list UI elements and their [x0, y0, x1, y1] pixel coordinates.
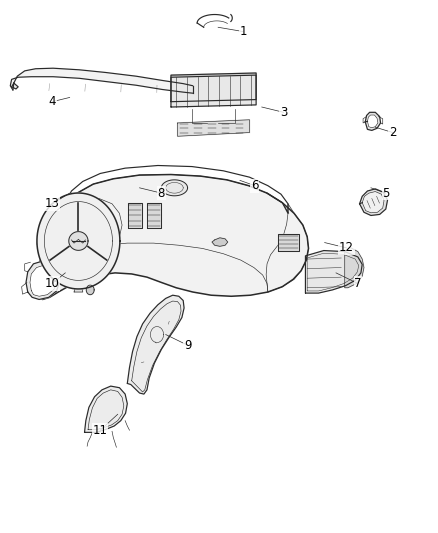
Text: 6: 6 [251, 179, 258, 192]
Text: 9: 9 [184, 338, 191, 352]
Polygon shape [35, 174, 308, 300]
Polygon shape [365, 112, 381, 131]
Polygon shape [86, 285, 94, 295]
Polygon shape [266, 204, 308, 292]
Polygon shape [177, 120, 250, 136]
Polygon shape [345, 247, 364, 288]
Polygon shape [69, 232, 88, 251]
Polygon shape [161, 180, 187, 196]
Polygon shape [26, 261, 60, 300]
Text: 8: 8 [158, 187, 165, 200]
Text: 12: 12 [339, 241, 354, 254]
Text: 5: 5 [382, 187, 389, 200]
Text: 3: 3 [280, 106, 287, 119]
Polygon shape [37, 193, 120, 289]
Polygon shape [305, 251, 362, 293]
Polygon shape [147, 203, 161, 228]
Polygon shape [171, 73, 256, 102]
Polygon shape [360, 189, 388, 215]
Polygon shape [212, 238, 228, 246]
Text: 2: 2 [389, 126, 396, 139]
Polygon shape [127, 295, 184, 394]
Polygon shape [362, 191, 384, 213]
Text: 4: 4 [49, 95, 56, 108]
Text: 13: 13 [45, 197, 60, 211]
Text: 7: 7 [354, 277, 362, 290]
Polygon shape [367, 115, 378, 128]
Text: 1: 1 [239, 25, 247, 38]
Polygon shape [278, 233, 299, 251]
Polygon shape [11, 68, 193, 93]
Polygon shape [128, 203, 142, 228]
Polygon shape [12, 83, 18, 89]
Polygon shape [171, 75, 256, 107]
Text: 11: 11 [93, 424, 108, 437]
Polygon shape [74, 282, 83, 292]
Text: 10: 10 [45, 277, 60, 290]
Polygon shape [85, 386, 127, 432]
Polygon shape [30, 265, 57, 296]
